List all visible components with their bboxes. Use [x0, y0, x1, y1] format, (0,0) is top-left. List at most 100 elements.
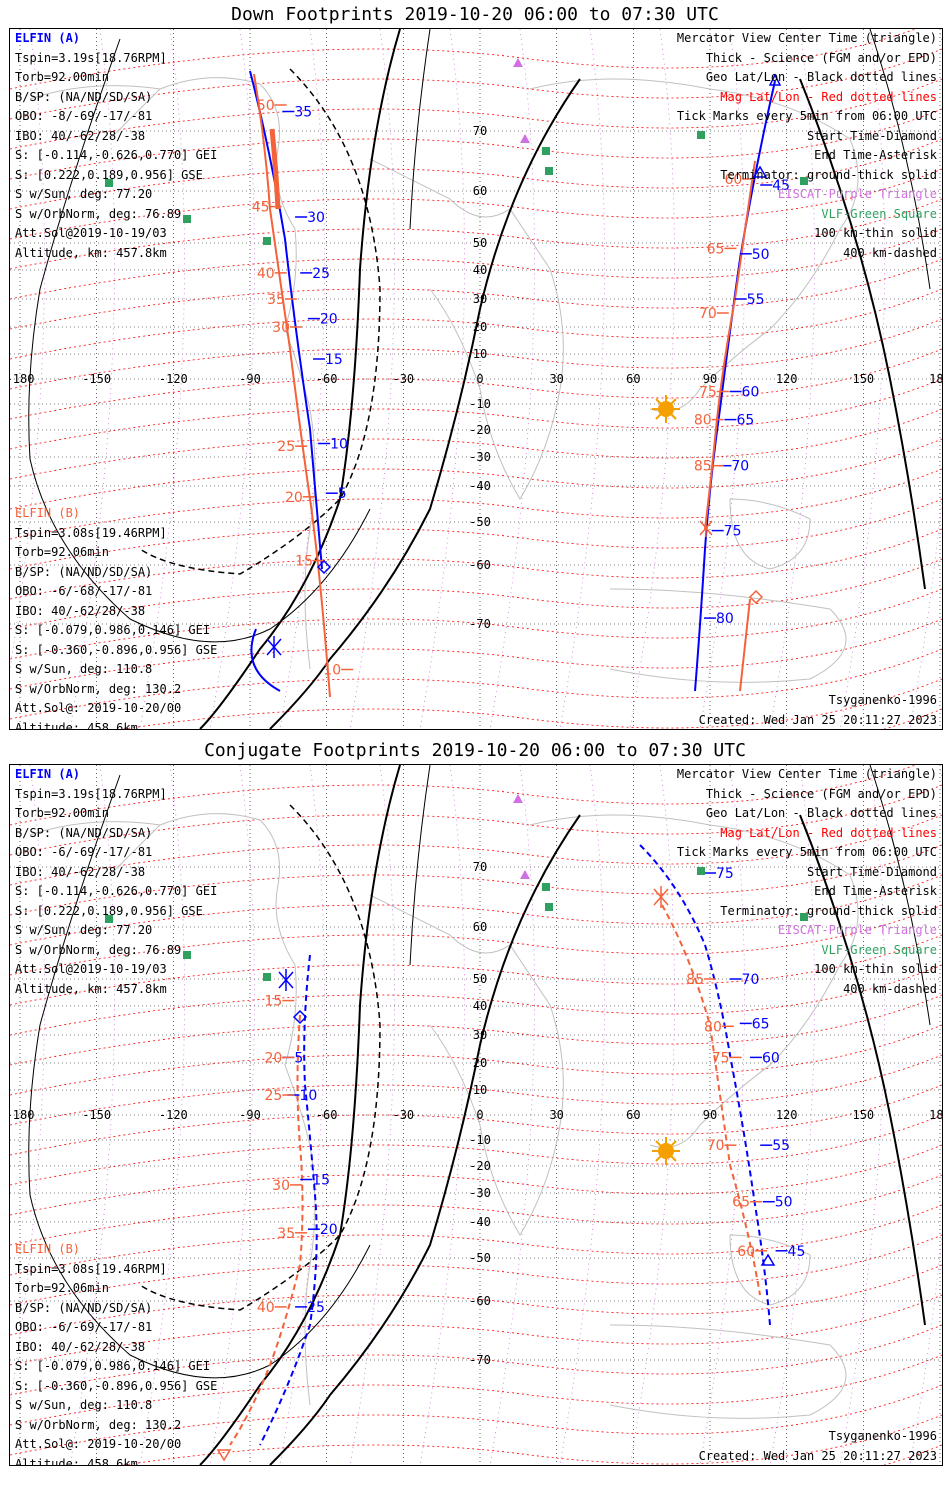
mag-lat-line	[10, 378, 942, 450]
lon-tick-label: 0	[476, 372, 483, 386]
mag-lat-line	[10, 1114, 942, 1186]
info-line: IBO: 40/-62/28/-38	[15, 864, 146, 879]
info-line: B/SP: (NA/ND/SD/SA)	[15, 89, 153, 104]
lon-tick-label: -120	[159, 372, 188, 386]
end-asterisk	[653, 886, 669, 908]
lon-tick-label: 180	[929, 1108, 942, 1122]
elfin-a-tick-label: 15	[312, 1173, 330, 1189]
elfin-a-tick-label: 60	[762, 1050, 780, 1066]
eiscat-triangle	[513, 58, 523, 67]
vlf-square	[542, 883, 550, 891]
lat-tick-label: 50	[473, 236, 487, 250]
mag-grid	[10, 765, 942, 1465]
info-line: S w/OrbNorm, deg: 76.89	[15, 206, 182, 221]
info-line: OBO: -8/-69/-17/-81	[15, 109, 153, 123]
start-end-markers	[216, 886, 776, 1462]
info-line: Tspin=3.19s[18.76RPM]	[15, 50, 167, 65]
elfin-a-tick-label: 70	[742, 972, 760, 988]
info-line: S: [0.222,0.189,0.956] GSE	[15, 167, 203, 182]
elfin-a-tick-label: 30	[307, 210, 325, 226]
elfin-a-tick-label: 50	[752, 247, 770, 263]
legend-line: Thick - Science (FGM and/or EPD)	[705, 50, 937, 65]
eiscat-triangle	[513, 794, 523, 803]
elfin-a-tick-label: 25	[307, 1300, 325, 1316]
conjugate-map-canvas: -180 -150 -120 -90 -60 -30 0 30 60 90 120 150 180 70…	[10, 765, 942, 1465]
lon-tick-label: -150	[82, 1108, 111, 1122]
eiscat-markers	[513, 794, 530, 879]
vlf-markers	[105, 131, 808, 245]
lon-tick-label: 150	[852, 372, 874, 386]
info-line: OBO: -6/-68/-17/-81	[15, 584, 153, 598]
elfin-b-tick-label: 65	[707, 241, 725, 257]
elfin-a-tick-labels: 75 70 65 60 55 50 45 5 10 15 20 25	[282, 866, 805, 1316]
elfin-b-tick-label: 60	[737, 1244, 755, 1260]
info-line: S w/Sun, deg: 77.20	[15, 923, 153, 937]
map-legend: Mercator View Center Time (triangle) Thi…	[677, 29, 937, 263]
info-line: S w/OrbNorm, deg: 130.2	[15, 1417, 182, 1432]
elfin-b-track	[229, 904, 761, 1446]
lat-tick-label: -40	[469, 1215, 491, 1229]
lon-tick-label: -60	[316, 1108, 338, 1122]
model-label: Tsyganenko-1996	[828, 693, 937, 707]
elfin-b-tick-label: 70	[699, 306, 717, 322]
info-line: B/SP: (NA/ND/SD/SA)	[15, 564, 153, 579]
legend-line: Mag Lat/Lon - Red dotted lines	[720, 89, 937, 104]
elfin-a-tick-label: 5	[294, 1050, 303, 1066]
start-diamond	[292, 1009, 308, 1025]
legend-line: Terminator: ground-thick solid	[720, 903, 937, 918]
info-line: S w/Sun, deg: 77.20	[15, 187, 153, 201]
elfin-b-tick-label: 40	[257, 1300, 275, 1316]
elfin-b-tick-label: 80	[704, 1019, 722, 1035]
elfin-a-tick-label: 60	[742, 385, 760, 401]
elfin-b-tick-label: 40	[257, 266, 275, 282]
lat-tick-label: 30	[473, 1028, 487, 1042]
legend-line: VLF-Green Square	[821, 206, 937, 221]
elfin-a-tick-label: 50	[775, 1195, 793, 1211]
elfin-a-tick-label: 45	[772, 178, 790, 194]
mag-lon-line	[10, 29, 45, 672]
elfin-b-tick-label: 80	[694, 413, 712, 429]
info-line: S: [-0.079,0.986,0.146] GEI	[15, 623, 211, 637]
mag-grid	[10, 29, 942, 729]
latitude-labels: 70 60 50 40 30 20 10 -10 -20 -30 -40 -50 -60 -70	[469, 124, 491, 631]
mag-lon-line	[909, 765, 942, 1465]
center-triangle	[752, 165, 768, 178]
end-asterisk	[278, 969, 294, 991]
info-line: Att.Sol@: 2019-10-20/00	[15, 701, 182, 715]
mag-lon-line	[699, 29, 745, 729]
lat-tick-label: -20	[469, 1159, 491, 1173]
elfin-b-tick-label: 15	[295, 554, 313, 570]
vlf-square	[105, 915, 113, 923]
info-line: S w/Sun, deg: 110.8	[15, 662, 153, 676]
vlf-square	[545, 167, 553, 175]
elfin-a-name: ELFIN (A)	[15, 31, 81, 45]
map-legend: Mercator View Center Time (triangle) Thi…	[677, 765, 937, 999]
sun-symbol	[652, 395, 680, 423]
elfin-a-tick-label: 10	[299, 1088, 317, 1104]
lat-tick-label: 10	[473, 347, 487, 361]
legend-line: Mercator View Center Time (triangle)	[676, 31, 937, 45]
elfin-a-tick-label: 10	[330, 437, 348, 453]
elfin-b-info: ELFIN (B) Tspin=3.08s[19.46RPM] Torb=92.…	[15, 1240, 217, 1465]
legend-line: EISCAT-Purple Triangle	[778, 923, 937, 937]
terminator-lines	[28, 765, 931, 1465]
mag-lon-line	[629, 765, 675, 1465]
mag-lon-line	[69, 29, 115, 729]
longitude-labels: -180 -150 -120 -90 -60 -30 0 30 60 90 120 150 180	[10, 1108, 942, 1122]
elfin-b-tick-label: 35	[277, 1226, 295, 1242]
eiscat-triangle	[520, 870, 530, 879]
vlf-square	[545, 903, 553, 911]
lat-tick-label: 70	[473, 124, 487, 138]
elfin-b-tick-label: 30	[272, 320, 290, 336]
mag-lat-line	[10, 408, 942, 480]
mag-lon-line	[629, 29, 675, 729]
lat-tick-label: -30	[469, 1186, 491, 1200]
vlf-square	[263, 973, 271, 981]
lat-tick-label: -70	[469, 617, 491, 631]
elfin-b-tick-label: 35	[267, 292, 285, 308]
conjugate-panel-title: Conjugate Footprints 2019-10-20 06:00 to…	[204, 740, 746, 761]
info-line: OBO: -6/-69/-17/-81	[15, 845, 153, 859]
legend-line: Geo Lat/Lon - Black dotted lines	[705, 806, 937, 820]
info-line: Torb=92.06min	[15, 545, 109, 559]
